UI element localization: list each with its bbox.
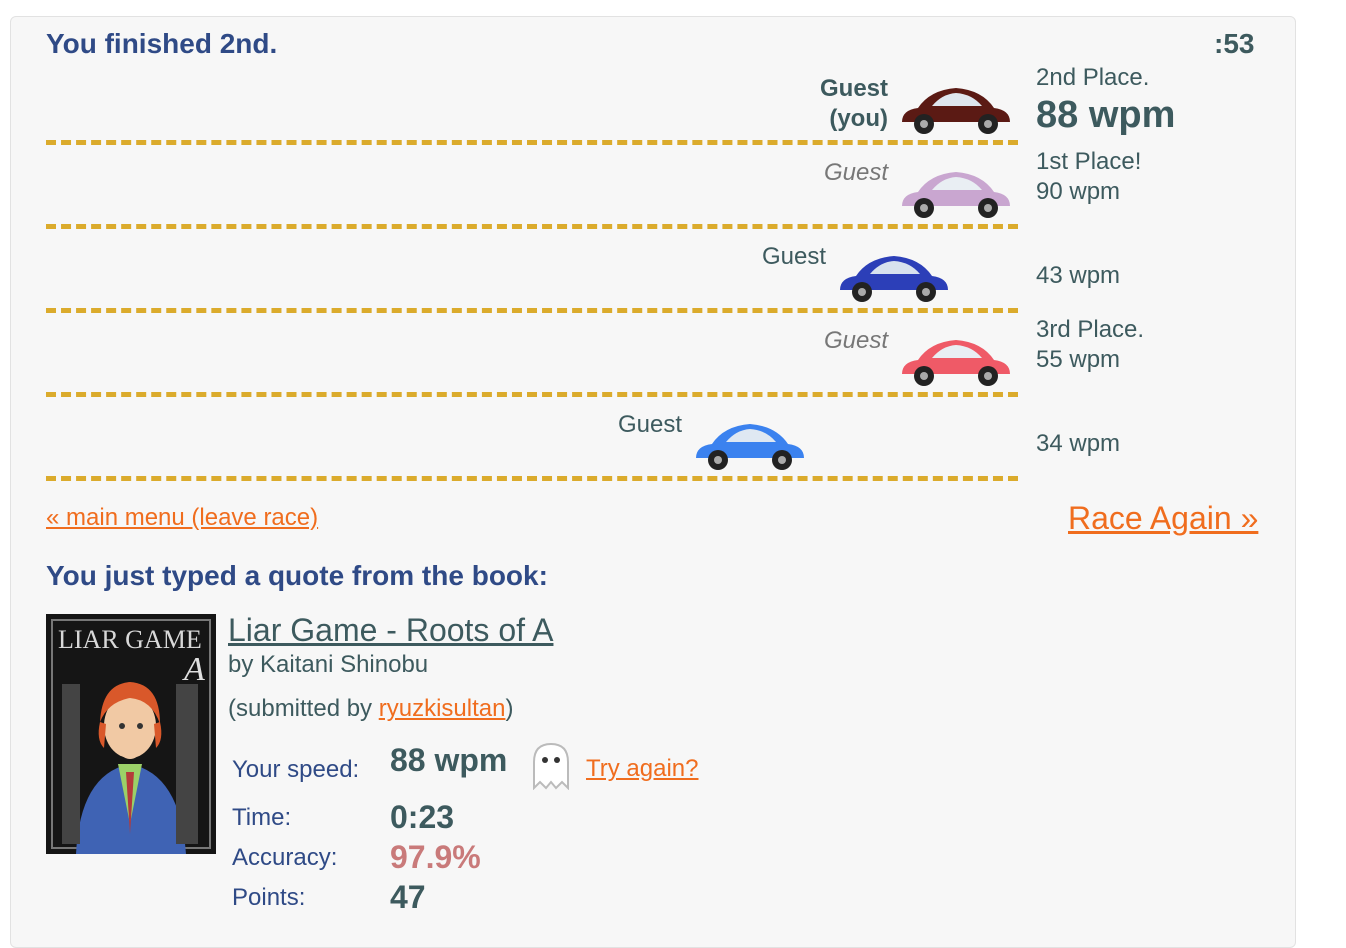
car-icon xyxy=(902,172,1010,218)
racer-name-guest: Guest xyxy=(617,411,682,438)
speed-label: Your speed: xyxy=(232,756,360,783)
accuracy-value: 97.9% xyxy=(390,839,481,875)
book-author: by Kaitani Shinobu xyxy=(228,651,429,678)
lane-divider xyxy=(46,308,1018,313)
racer-name-line: Guest xyxy=(819,75,888,102)
book-cover-image[interactable]: LIAR GAME A xyxy=(46,614,216,854)
car-icon xyxy=(902,340,1010,386)
racer-name-you: Guest (you) xyxy=(820,74,888,134)
time-label: Time: xyxy=(232,804,292,831)
race-results-panel xyxy=(10,16,1296,948)
submitter-link[interactable]: ryuzkisultan xyxy=(378,695,506,722)
racer-wpm-you: 88 wpm xyxy=(1036,94,1176,136)
ghost-icon[interactable] xyxy=(526,740,576,790)
car-icon xyxy=(696,424,804,470)
submitted-suffix: ) xyxy=(505,695,514,722)
racer-wpm: 43 wpm xyxy=(1036,262,1121,289)
car-icon xyxy=(902,88,1010,134)
racer-wpm: 90 wpm xyxy=(1036,178,1121,205)
racer-wpm: 34 wpm xyxy=(1036,430,1121,457)
racer-place-you: 2nd Place. xyxy=(1036,64,1150,91)
points-value: 47 xyxy=(390,879,426,915)
lane-divider xyxy=(46,476,1018,481)
racer-name-guest: Guest xyxy=(823,327,888,354)
racer-name-guest: Guest xyxy=(823,159,888,186)
points-label: Points: xyxy=(232,884,306,911)
lane-divider xyxy=(46,392,1018,397)
cover-letter-text: A xyxy=(182,651,205,688)
race-timer: :53 xyxy=(1214,28,1255,59)
submitted-by: (submitted by ryuzkisultan) xyxy=(228,695,513,723)
try-again-link[interactable]: Try again? xyxy=(586,755,699,782)
racer-place: 1st Place! xyxy=(1036,148,1142,175)
main-menu-link[interactable]: « main menu (leave race) xyxy=(46,504,319,531)
submitted-prefix: (submitted by xyxy=(228,695,379,722)
quote-heading: You just typed a quote from the book: xyxy=(46,560,548,591)
race-again-link[interactable]: Race Again » xyxy=(1068,500,1259,536)
racer-name-guest: Guest xyxy=(761,243,826,270)
racer-place: 3rd Place. xyxy=(1036,316,1145,343)
book-title-link[interactable]: Liar Game - Roots of A xyxy=(228,612,554,648)
cover-title-text: LIAR GAME xyxy=(58,625,202,654)
car-icon xyxy=(840,256,948,302)
racer-wpm: 55 wpm xyxy=(1036,346,1121,373)
race-status-title: You finished 2nd. xyxy=(46,28,278,59)
racer-name-you-label: (you) xyxy=(829,105,888,132)
speed-value: 88 wpm xyxy=(390,742,508,778)
lane-divider xyxy=(46,224,1018,229)
lane-divider xyxy=(46,140,1018,145)
time-value: 0:23 xyxy=(390,799,455,835)
accuracy-label: Accuracy: xyxy=(232,844,338,871)
